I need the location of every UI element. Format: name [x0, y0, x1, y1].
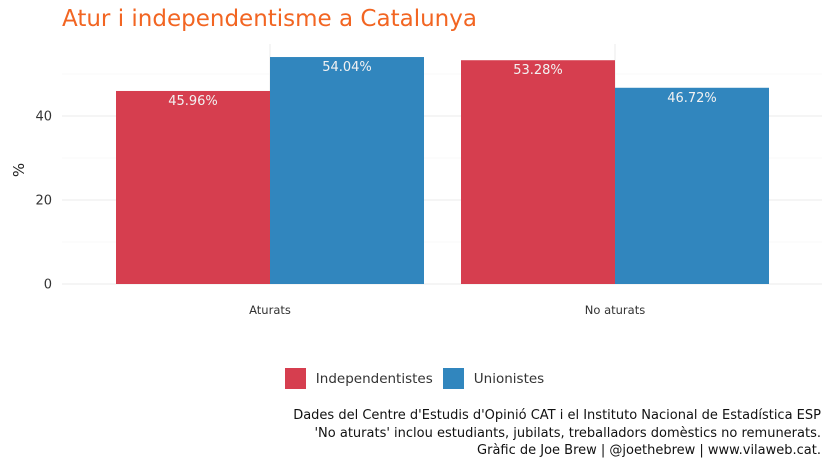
caption: Dades del Centre d'Estudis d'Opinió CAT … [293, 407, 821, 460]
data-label: 45.96% [168, 94, 218, 109]
legend-item-independentistes: Independentistes [284, 368, 433, 389]
legend-label-unionistes: Unionistes [473, 370, 545, 387]
bar [270, 57, 424, 285]
data-label: 54.04% [322, 60, 372, 75]
chart-title: Atur i independentisme a Catalunya [62, 6, 477, 32]
caption-source: Dades del Centre d'Estudis d'Opinió CAT … [293, 408, 821, 423]
x-tick-label: No aturats [585, 303, 645, 317]
bar [615, 87, 769, 284]
y-tick-label: 20 [35, 194, 52, 209]
caption-note: 'No aturats' inclou estudiants, jubilats… [314, 425, 821, 441]
legend-swatch-unionistes [442, 368, 464, 389]
data-label: 53.28% [513, 63, 563, 78]
data-label: 46.72% [667, 91, 717, 106]
legend-item-unionistes: Unionistes [442, 368, 545, 389]
y-axis-label: % [10, 163, 28, 177]
legend-swatch-independentistes [284, 368, 306, 389]
x-tick-label: Aturats [249, 303, 291, 317]
caption-credit: Gràfic de Joe Brew | @joethebrew | www.v… [477, 443, 821, 458]
bar [461, 60, 615, 284]
bar [116, 90, 270, 284]
y-tick-label: 40 [35, 110, 52, 125]
legend: Independentistes Unionistes [0, 368, 829, 389]
y-tick-label: 0 [44, 278, 52, 293]
legend-label-independentistes: Independentistes [315, 370, 433, 387]
